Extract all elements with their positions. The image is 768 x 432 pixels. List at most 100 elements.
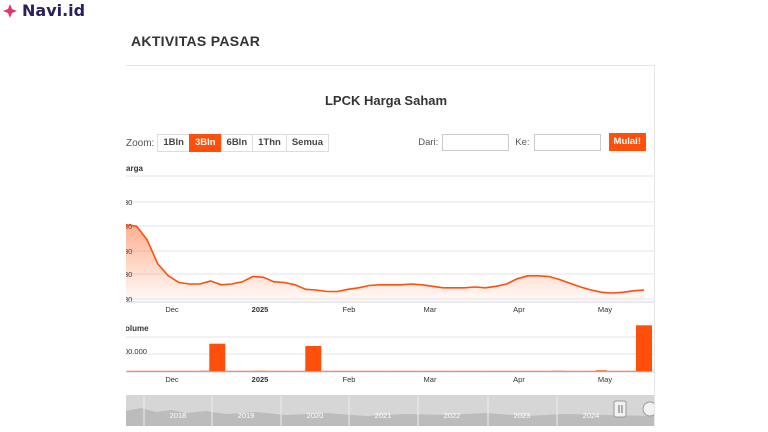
navigator[interactable]: 2018 2019 2020 2021 2022 2023 2024 <box>126 395 654 426</box>
volume-bar <box>147 370 159 372</box>
navigator-year-label: 2024 <box>583 411 600 420</box>
volume-bar <box>318 370 330 372</box>
x-tick-label: Apr <box>513 375 525 384</box>
start-button[interactable]: Mulai! <box>608 133 646 151</box>
navigator-years: 2018 2019 2020 2021 2022 2023 2024 <box>143 396 600 426</box>
price-tick-label: 30 <box>126 198 132 207</box>
navigator-year-label: 2018 <box>170 411 187 420</box>
volume-bar <box>467 370 479 372</box>
volume-bar <box>265 370 277 372</box>
volume-bars <box>126 325 652 372</box>
volume-bar <box>435 370 447 372</box>
volume-bar <box>478 370 490 372</box>
zoom-selector: Zoom: 1Bln 3Bln 6Bln 1Thn Semua <box>126 134 329 152</box>
volume-bar <box>499 370 511 372</box>
volume-bar <box>553 370 565 372</box>
volume-bar <box>382 370 394 372</box>
volume-bar <box>585 370 597 372</box>
volume-bar <box>531 370 543 372</box>
volume-bar <box>137 370 149 372</box>
volume-axis-title: olume <box>126 324 149 333</box>
x-tick-label: May <box>598 375 612 384</box>
volume-bar <box>636 325 652 372</box>
price-axis-title: arga <box>126 164 143 173</box>
volume-bar <box>563 370 575 372</box>
navigator-handle-right[interactable] <box>642 401 654 417</box>
x-tick-label: Mar <box>424 305 437 314</box>
volume-bar <box>425 370 437 372</box>
volume-bar <box>414 370 426 372</box>
price-line <box>126 224 645 294</box>
zoom-label: Zoom: <box>126 137 155 149</box>
to-label: Ke: <box>515 136 530 148</box>
x-tick-label: May <box>598 305 612 314</box>
volume-bar <box>305 346 322 372</box>
zoom-1thn-button[interactable]: 1Thn <box>252 134 287 152</box>
volume-bar <box>329 370 341 372</box>
volume-bar <box>574 370 586 372</box>
x-tick-label: 2025 <box>252 305 269 314</box>
volume-bar <box>457 370 469 372</box>
navigator-year-label: 2023 <box>514 411 531 420</box>
volume-bar <box>489 370 501 372</box>
volume-bar <box>350 370 362 372</box>
price-x-tick-labels: Dec 2025 Feb Mar Apr May <box>165 305 612 314</box>
brand-logo[interactable]: Navi.id <box>3 1 85 20</box>
volume-bar <box>201 370 213 372</box>
volume-bar <box>222 370 234 372</box>
zoom-3bln-button[interactable]: 3Bln <box>188 134 222 152</box>
x-tick-label: Feb <box>343 375 356 384</box>
volume-bar <box>393 370 405 372</box>
volume-bar <box>158 370 170 372</box>
volume-x-tick-labels: Dec 2025 Feb Mar Apr May <box>165 375 612 384</box>
volume-bar <box>521 370 533 372</box>
volume-bar <box>510 370 522 372</box>
volume-bar <box>286 370 298 372</box>
volume-bar <box>617 370 629 372</box>
volume-bar <box>361 370 373 372</box>
price-area-fill <box>126 224 644 302</box>
navigator-series <box>126 408 654 426</box>
volume-bar <box>169 370 181 372</box>
volume-bar <box>542 370 554 372</box>
date-range-selector: Dari: Ke: Mulai! <box>418 133 646 151</box>
volume-bar <box>243 370 255 372</box>
price-gridlines <box>126 175 654 300</box>
x-tick-label: Dec <box>165 375 179 384</box>
zoom-6bln-button[interactable]: 6Bln <box>220 134 254 152</box>
volume-bar <box>179 370 191 372</box>
to-date-input[interactable] <box>533 133 601 151</box>
volume-bar <box>209 343 226 372</box>
volume-bar <box>126 370 138 372</box>
from-date-input[interactable] <box>442 133 510 151</box>
x-tick-label: Feb <box>343 305 356 314</box>
navigator-year-label: 2020 <box>307 411 324 420</box>
volume-bar <box>233 370 245 372</box>
x-tick-label: Apr <box>513 305 525 314</box>
volume-bar <box>339 370 351 372</box>
x-tick-label: Mar <box>424 375 437 384</box>
stock-chart-panel: LPCK Harga Saham Zoom: 1Bln 3Bln 6Bln 1T… <box>126 65 655 426</box>
volume-bar <box>403 370 415 372</box>
navigator-year-label: 2022 <box>444 411 461 420</box>
brand-name: Navi.id <box>22 1 86 20</box>
chart-title: LPCK Harga Saham <box>324 93 448 108</box>
volume-bar <box>606 370 618 372</box>
navigator-year-label: 2019 <box>238 411 255 420</box>
x-tick-label: Dec <box>165 305 179 314</box>
volume-bar <box>595 370 607 372</box>
volume-bar <box>446 370 458 372</box>
navigator-year-label: 2021 <box>375 411 392 420</box>
volume-bar <box>627 370 639 372</box>
section-title: AKTIVITAS PASAR <box>131 33 261 49</box>
volume-bar <box>371 370 383 372</box>
zoom-semua-button[interactable]: Semua <box>285 134 329 152</box>
from-label: Dari: <box>418 136 439 148</box>
volume-tick-label: 00.000 <box>126 347 147 356</box>
x-tick-label: 2025 <box>252 375 269 384</box>
navigator-handle-left[interactable] <box>613 400 627 418</box>
volume-bar <box>275 370 287 372</box>
diamond-logo-icon <box>3 3 17 18</box>
volume-bar <box>297 370 309 372</box>
